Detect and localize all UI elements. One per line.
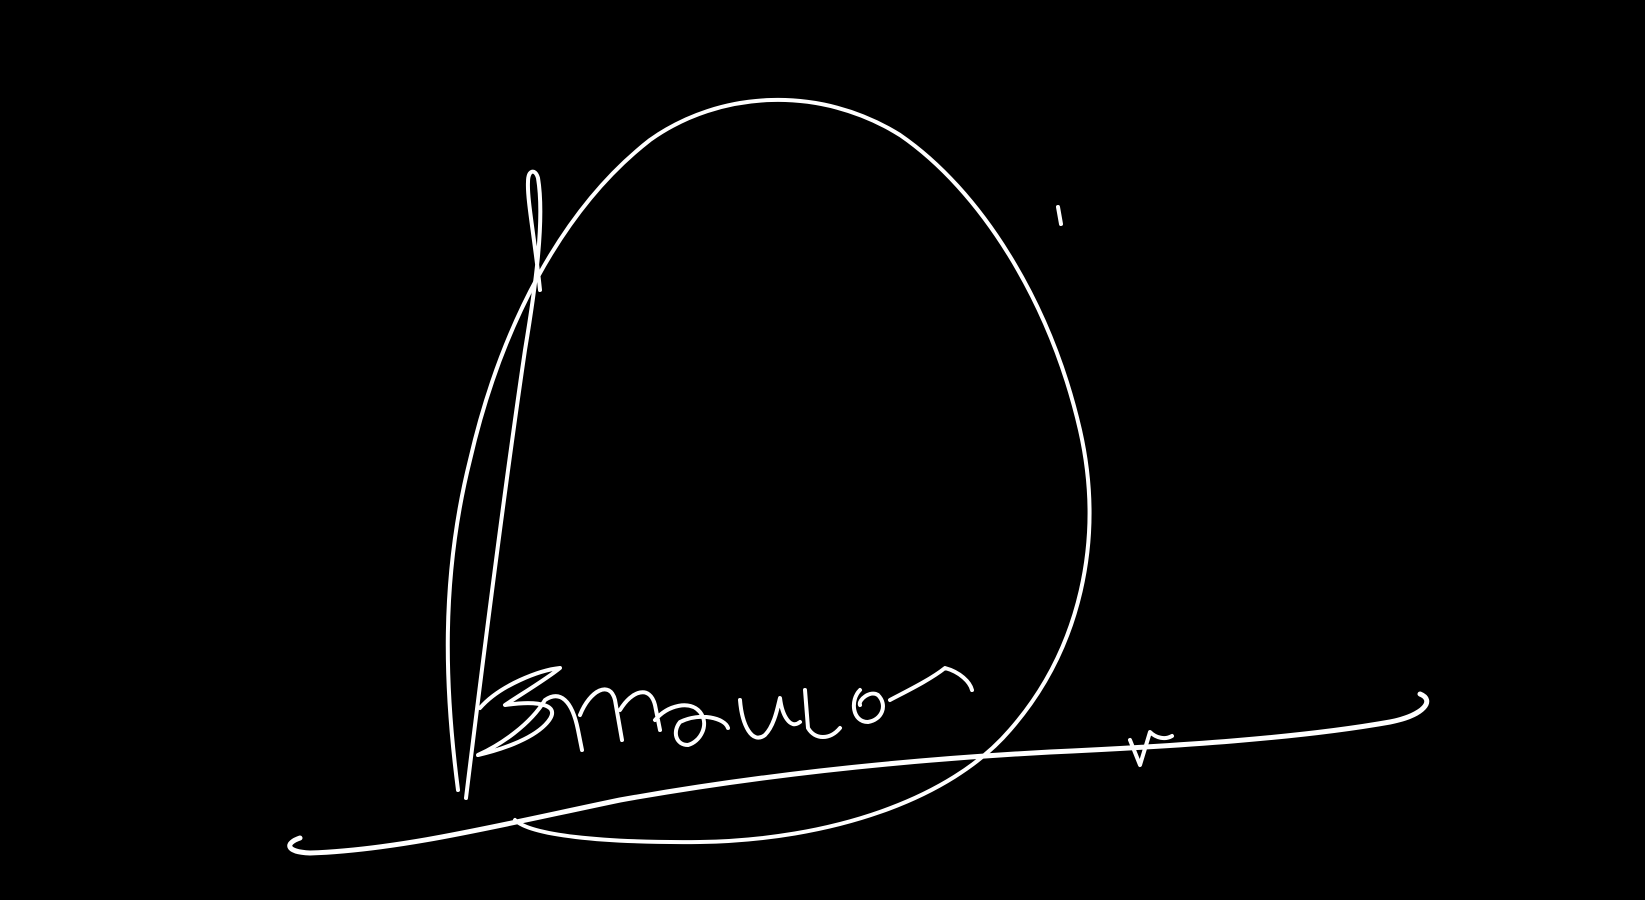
signature-tick-stroke (1128, 730, 1174, 767)
signature-dot-stroke (1056, 205, 1063, 226)
signature-letters-stroke (476, 666, 974, 757)
signature-vertical-stroke (464, 169, 543, 800)
signature-underline-stroke (287, 691, 1430, 856)
signature-loop-stroke (445, 97, 1092, 845)
